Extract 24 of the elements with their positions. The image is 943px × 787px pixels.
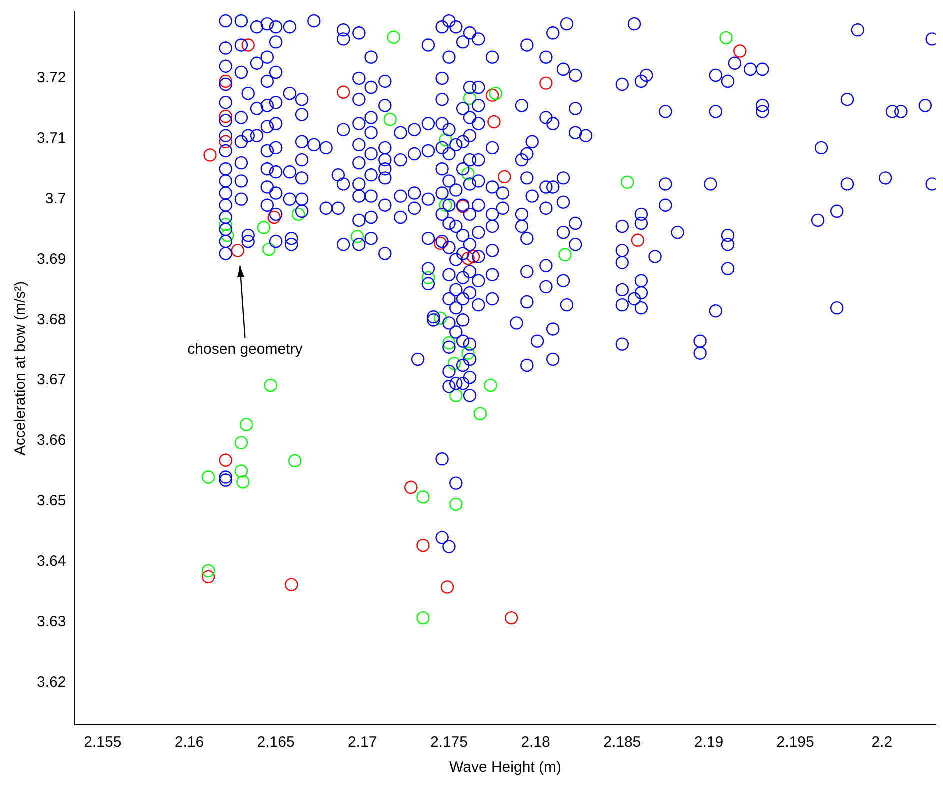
x-tick-label: 2.16 <box>174 734 204 752</box>
x-tick-label: 2.17 <box>348 734 378 752</box>
annotation: chosen geometry <box>188 341 304 358</box>
y-tick-label: 3.67 <box>36 372 66 389</box>
y-tick-label: 3.7 <box>45 190 66 208</box>
x-axis-title: Wave Height (m) <box>450 759 562 776</box>
y-tick-label: 3.64 <box>36 552 66 570</box>
x-tick-label: 2.155 <box>84 734 122 752</box>
y-tick-label: 3.63 <box>36 613 66 630</box>
y-tick-label: 3.66 <box>36 432 66 450</box>
x-tick-label: 2.165 <box>257 734 295 752</box>
x-tick-label: 2.19 <box>694 734 724 752</box>
y-tick-label: 3.68 <box>36 311 66 328</box>
y-tick-label: 3.72 <box>36 70 66 87</box>
y-tick-label: 3.65 <box>36 492 66 510</box>
x-tick-label: 2.175 <box>430 734 468 752</box>
x-tick-label: 2.185 <box>604 734 642 752</box>
x-tick-label: 2.195 <box>776 734 814 752</box>
x-tick-label: 2.18 <box>521 734 550 752</box>
x-tick-label: 2.2 <box>872 734 893 752</box>
y-tick-label: 3.69 <box>36 250 66 268</box>
y-axis-title: Acceleration at bow (m/s²) <box>12 281 30 456</box>
y-tick-label: 3.62 <box>36 674 66 691</box>
y-tick-label: 3.71 <box>36 130 66 148</box>
